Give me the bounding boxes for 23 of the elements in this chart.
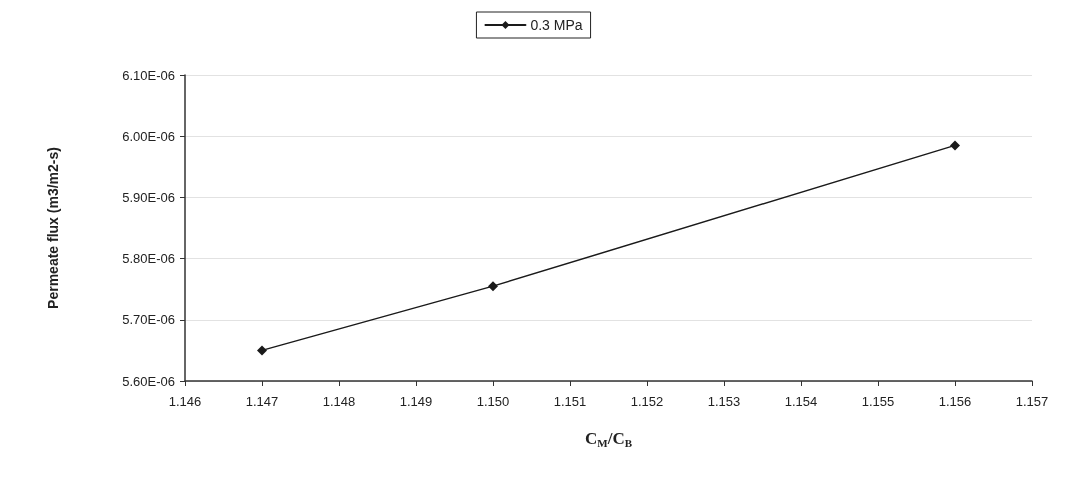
x-tick-label: 1.146 [168,394,202,409]
x-tick-label: 1.156 [938,394,972,409]
x-tick-label: 1.157 [1015,394,1049,409]
x-tick-label: 1.151 [553,394,587,409]
y-tick-label: 5.80E-06 [122,251,175,267]
y-axis-title: Permeate flux (m3/m2-s) [45,147,61,309]
x-tick-label: 1.155 [861,394,895,409]
x-tick-label: 1.150 [476,394,510,409]
x-tick-label: 1.154 [784,394,818,409]
y-tick-label: 5.90E-06 [122,189,175,205]
point [488,281,498,292]
legend-label: 0.3 MPa [530,17,583,33]
point [950,140,960,151]
x-tick-label: 1.153 [707,394,741,409]
y-tick-label: 6.00E-06 [122,128,175,144]
y-tick-label: 6.10E-06 [122,67,175,83]
x-tick-label: 1.147 [245,394,279,409]
x-tick-label: 1.148 [322,394,356,409]
point [257,345,267,356]
x-tick-label: 1.152 [630,394,664,409]
y-tick-label: 5.70E-06 [122,312,175,328]
y-tick-label: 5.60E-06 [122,373,175,389]
x-tick-label: 1.149 [399,394,433,409]
